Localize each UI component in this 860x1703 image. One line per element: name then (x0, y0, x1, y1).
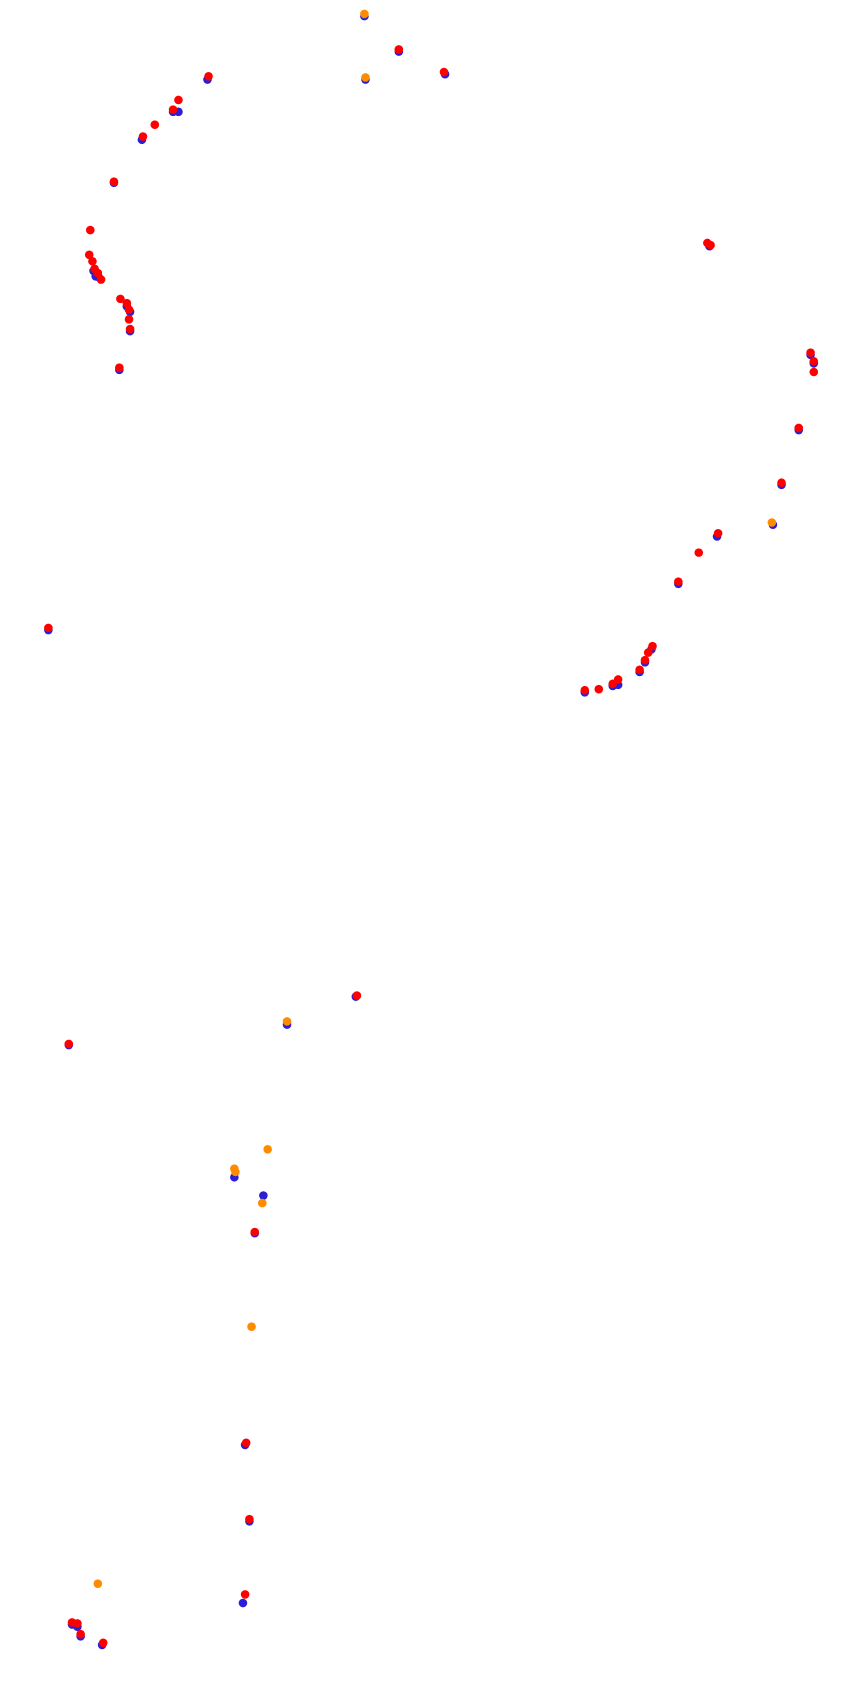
point (168, 105, 178, 114)
point (125, 324, 135, 334)
point (580, 685, 590, 695)
point (44, 623, 53, 633)
point (250, 1227, 260, 1237)
point (713, 528, 723, 538)
point (93, 268, 103, 278)
point (777, 478, 786, 488)
point (258, 1198, 267, 1208)
point (88, 256, 97, 266)
point (241, 1438, 251, 1448)
point (231, 1167, 240, 1177)
point (394, 45, 404, 54)
point (109, 177, 119, 186)
point (259, 1191, 268, 1200)
point (124, 315, 134, 324)
point (240, 1590, 250, 1599)
point (352, 991, 362, 1000)
point (360, 9, 369, 19)
point (115, 363, 124, 372)
point (643, 648, 653, 657)
point (439, 67, 449, 77)
point (122, 298, 132, 308)
point (640, 655, 650, 665)
point (96, 275, 106, 284)
point (238, 1598, 248, 1608)
point (124, 305, 134, 314)
point (806, 348, 815, 357)
point (594, 684, 604, 694)
point (282, 1017, 292, 1026)
point (138, 132, 148, 141)
point (98, 1638, 108, 1648)
point (86, 225, 95, 235)
point (635, 665, 644, 675)
point (73, 1619, 82, 1628)
point (706, 240, 715, 250)
point (361, 73, 370, 82)
point (767, 518, 777, 527)
point (648, 641, 657, 651)
point (93, 1579, 103, 1588)
point (263, 1145, 272, 1154)
point (809, 367, 819, 377)
point (245, 1514, 254, 1524)
point (794, 423, 804, 433)
point (247, 1322, 256, 1332)
point (809, 356, 819, 366)
point (84, 250, 94, 260)
point (174, 95, 183, 105)
point (204, 72, 213, 81)
point (76, 1629, 85, 1639)
point (674, 577, 683, 586)
point (116, 294, 125, 304)
point (694, 548, 704, 557)
point (150, 120, 160, 130)
point (64, 1039, 74, 1049)
point (608, 679, 618, 689)
